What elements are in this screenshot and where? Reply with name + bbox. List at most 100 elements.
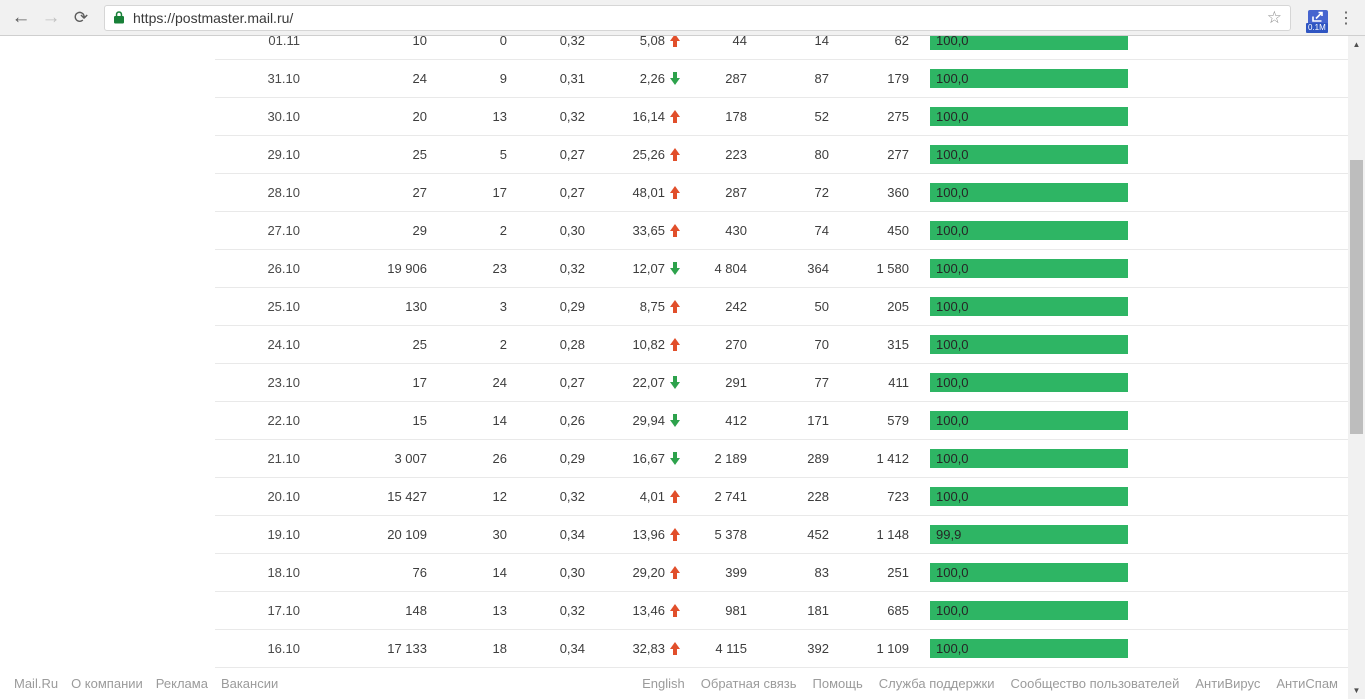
deletes-cell: 14 (814, 36, 829, 48)
date-cell: 18.10 (267, 565, 300, 580)
delivery-rate-cell: 100,0 (930, 297, 1128, 316)
date-cell: 28.10 (267, 185, 300, 200)
footer-link[interactable]: Служба поддержки (878, 676, 995, 691)
percent-value: 32,83 (632, 641, 665, 656)
table-body: 01.11 10 0 0,32 5,08 44 14 62 100,0 31.1… (0, 36, 1365, 668)
table-row: 30.10 20 13 0,32 16,14 178 52 275 100,0 (215, 98, 1348, 136)
table-row: 27.10 29 2 0,30 33,65 430 74 450 100,0 (215, 212, 1348, 250)
browser-toolbar: ← → ⟳ https://postmaster.mail.ru/ ☆ 0.1M… (0, 0, 1365, 36)
percent-value: 13,46 (632, 603, 665, 618)
deletes-cell: 52 (814, 109, 829, 124)
date-cell: 29.10 (267, 147, 300, 162)
delivery-rate-value: 100,0 (936, 489, 969, 504)
deletes-cell: 77 (814, 375, 829, 390)
delivery-rate-cell: 99,9 (930, 525, 1128, 544)
footer-link[interactable]: Реклама (155, 676, 208, 691)
bookmark-star-icon[interactable]: ☆ (1266, 7, 1282, 27)
extension-icon[interactable]: 0.1M (1301, 1, 1335, 35)
delivery-rate-value: 100,0 (936, 185, 969, 200)
opens-cell: 178 (725, 109, 747, 124)
trend-up-icon (669, 642, 680, 655)
percent-cell: 22,07 (585, 375, 680, 390)
trend-down-icon (669, 414, 680, 427)
percent-cell: 29,20 (585, 565, 680, 580)
delivery-rate-cell: 100,0 (930, 259, 1128, 278)
deletes-cell: 228 (807, 489, 829, 504)
delivery-rate-bar: 100,0 (930, 107, 1128, 126)
reads-cell: 62 (894, 36, 909, 48)
ratio-cell: 0,29 (559, 299, 585, 314)
complaints-cell: 26 (492, 451, 507, 466)
footer-link[interactable]: Вакансии (220, 676, 279, 691)
footer-link[interactable]: Mail.Ru (14, 676, 59, 691)
deletes-cell: 74 (814, 223, 829, 238)
trend-up-icon (669, 490, 680, 503)
browser-menu-icon[interactable]: ⋮ (1338, 9, 1354, 27)
opens-cell: 287 (725, 185, 747, 200)
trend-up-icon (669, 224, 680, 237)
delivery-rate-cell: 100,0 (930, 69, 1128, 88)
complaints-cell: 18 (492, 641, 507, 656)
extension-badge: 0.1M (1306, 22, 1328, 33)
percent-cell: 16,14 (585, 109, 680, 124)
opens-cell: 399 (725, 565, 747, 580)
complaints-cell: 14 (492, 413, 507, 428)
footer-link[interactable]: О компании (71, 676, 143, 691)
scrollbar-thumb[interactable] (1350, 160, 1363, 434)
page-scrollbar[interactable]: ▲ ▼ (1348, 36, 1365, 699)
trend-up-icon (669, 148, 680, 161)
address-bar[interactable]: https://postmaster.mail.ru/ ☆ (104, 4, 1291, 31)
trend-up-icon (669, 566, 680, 579)
delivery-rate-value: 100,0 (936, 603, 969, 618)
ratio-cell: 0,29 (559, 451, 585, 466)
trend-up-icon (669, 186, 680, 199)
back-icon[interactable]: ← (11, 6, 31, 28)
percent-cell: 4,01 (585, 489, 680, 504)
date-cell: 30.10 (267, 109, 300, 124)
deletes-cell: 87 (814, 71, 829, 86)
opens-cell: 270 (725, 337, 747, 352)
complaints-cell: 23 (492, 261, 507, 276)
table-row: 24.10 25 2 0,28 10,82 270 70 315 100,0 (215, 326, 1348, 364)
footer-link[interactable]: АнтиСпам (1276, 676, 1338, 691)
deletes-cell: 392 (807, 641, 829, 656)
percent-cell: 29,94 (585, 413, 680, 428)
trend-up-icon (669, 300, 680, 313)
footer-link[interactable]: Помощь (812, 676, 863, 691)
percent-cell: 48,01 (585, 185, 680, 200)
ratio-cell: 0,27 (559, 185, 585, 200)
url-text[interactable]: https://postmaster.mail.ru/ (133, 9, 294, 26)
deletes-cell: 50 (814, 299, 829, 314)
reads-cell: 1 412 (876, 451, 909, 466)
deletes-cell: 452 (807, 527, 829, 542)
forward-icon: → (41, 6, 61, 28)
footer-link[interactable]: Обратная связь (700, 676, 797, 691)
delivery-rate-bar: 99,9 (930, 525, 1128, 544)
delivery-rate-bar: 100,0 (930, 601, 1128, 620)
footer-link[interactable]: АнтиВирус (1195, 676, 1261, 691)
complaints-cell: 12 (492, 489, 507, 504)
scroll-down-icon[interactable]: ▼ (1352, 686, 1361, 695)
ratio-cell: 0,27 (559, 375, 585, 390)
reads-cell: 450 (887, 223, 909, 238)
percent-value: 5,08 (639, 36, 665, 48)
footer-link[interactable]: Сообщество пользователей (1010, 676, 1180, 691)
footer-link[interactable]: English (642, 676, 685, 691)
scroll-up-icon[interactable]: ▲ (1352, 40, 1361, 49)
table-row: 21.10 3 007 26 0,29 16,67 2 189 289 1 41… (215, 440, 1348, 478)
complaints-cell: 2 (499, 337, 507, 352)
delivery-rate-bar: 100,0 (930, 69, 1128, 88)
table-row: 26.10 19 906 23 0,32 12,07 4 804 364 1 5… (215, 250, 1348, 288)
secure-lock-icon[interactable] (113, 10, 125, 25)
messages-cell: 19 906 (387, 261, 427, 276)
refresh-icon[interactable]: ⟳ (73, 7, 89, 27)
deletes-cell: 364 (807, 261, 829, 276)
opens-cell: 430 (725, 223, 747, 238)
delivery-rate-cell: 100,0 (930, 335, 1128, 354)
complaints-cell: 0 (499, 36, 507, 48)
percent-cell: 5,08 (585, 36, 680, 48)
deletes-cell: 289 (807, 451, 829, 466)
delivery-rate-value: 100,0 (936, 223, 969, 238)
ratio-cell: 0,30 (559, 223, 585, 238)
complaints-cell: 14 (492, 565, 507, 580)
